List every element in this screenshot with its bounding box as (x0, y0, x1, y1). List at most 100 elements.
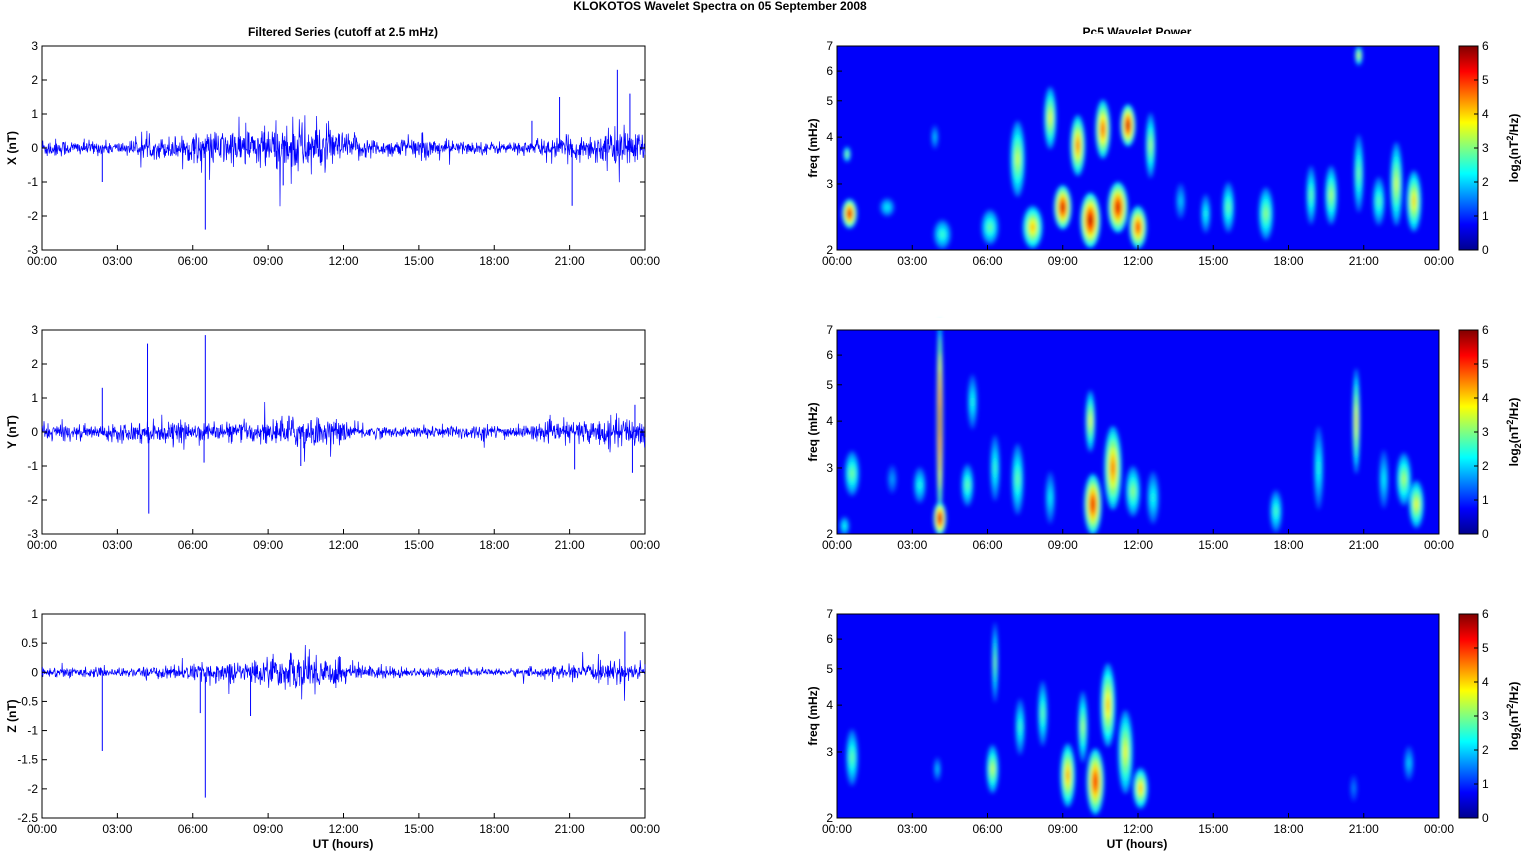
power-blob (1310, 190, 1312, 201)
wavelet-xtick-label: 03:00 (897, 538, 927, 552)
wavelet-xtick-label: 09:00 (1048, 822, 1078, 836)
series-xtick-label: 00:00 (630, 254, 660, 268)
colorbar-tick-label: 4 (1482, 107, 1489, 121)
series-xtick-label: 00:00 (27, 254, 57, 268)
colorbar-tick-label: 6 (1482, 323, 1489, 337)
power-blob (936, 767, 938, 772)
ytick-label: 3 (31, 39, 38, 53)
power-blob (1355, 412, 1357, 430)
colorbar-tick-label: 3 (1482, 141, 1489, 155)
colorbar-tick-label: 4 (1482, 391, 1489, 405)
power-blob (994, 462, 996, 474)
clip-bottom (833, 818, 1443, 830)
wavelet-xtick-label: 18:00 (1273, 254, 1303, 268)
ytick-label: 1 (31, 391, 38, 405)
series-xtick-label: 15:00 (404, 538, 434, 552)
ytick-label: -3 (27, 527, 38, 541)
colorbar-tick-label: 0 (1482, 243, 1489, 257)
ytick-label: 0 (31, 665, 38, 679)
colorbar-tick-label: 6 (1482, 607, 1489, 621)
power-blob (843, 524, 846, 528)
power-blob (1330, 190, 1333, 201)
ytick-label: -1 (27, 724, 38, 738)
ytick-label: 7 (826, 607, 833, 621)
ytick-label: 7 (826, 39, 833, 53)
ytick-label: 6 (826, 348, 833, 362)
series-xtick-label: 21:00 (555, 822, 585, 836)
colorbar-tick-label: 6 (1482, 39, 1489, 53)
y-axis-label: freq (mHz) (806, 402, 820, 461)
ytick-label: 0 (31, 425, 38, 439)
wavelet-xtick-label: 21:00 (1349, 822, 1379, 836)
ytick-label: 6 (826, 632, 833, 646)
colorbar-tick-label: 3 (1482, 709, 1489, 723)
power-blob (939, 404, 941, 439)
power-blob (1093, 776, 1097, 788)
ytick-label: 2 (826, 527, 833, 541)
plot-area (41, 613, 646, 819)
left-column-title: Filtered Series (cutoff at 2.5 mHz) (248, 25, 438, 39)
ytick-label: -3 (27, 243, 38, 257)
power-blob (1116, 203, 1120, 212)
series-xtick-label: 00:00 (27, 822, 57, 836)
power-blob (1264, 209, 1268, 219)
series-xtick-label: 12:00 (328, 538, 358, 552)
power-blob (1016, 473, 1019, 486)
ytick-label: 0.5 (21, 636, 38, 650)
ytick-label: 2 (31, 73, 38, 87)
wavelet-xtick-label: 06:00 (972, 254, 1002, 268)
power-blob (1227, 203, 1230, 212)
wavelet-xtick-label: 00:00 (822, 254, 852, 268)
colorbar-tick-label: 1 (1482, 209, 1489, 223)
power-blob (1357, 166, 1360, 180)
power-blob (934, 135, 936, 140)
power-blob (1049, 112, 1052, 124)
colorbar-tick-label: 2 (1482, 743, 1489, 757)
clip-top (833, 34, 1443, 46)
power-blob (991, 765, 994, 774)
power-blob (846, 152, 848, 156)
ytick-label: -2 (27, 782, 38, 796)
ytick-label: 3 (826, 177, 833, 191)
power-blob (1358, 53, 1360, 58)
power-blob (1131, 487, 1135, 496)
series-xtick-label: 09:00 (253, 822, 283, 836)
y-axis-label: X (nT) (5, 131, 19, 165)
series-line (41, 644, 646, 701)
series-xtick-label: 09:00 (253, 538, 283, 552)
series-xtick-label: 18:00 (479, 538, 509, 552)
series-xtick-label: 03:00 (102, 822, 132, 836)
series-xtick-label: 00:00 (630, 822, 660, 836)
y-axis-label: Y (nT) (5, 415, 19, 449)
ytick-label: -1 (27, 459, 38, 473)
colorbar-label-part: /Hz) (1507, 398, 1521, 420)
clip-bottom (833, 250, 1443, 262)
wavelet-xtick-label: 21:00 (1349, 538, 1379, 552)
series-line (41, 401, 646, 462)
colorbar-tick-label: 0 (1482, 527, 1489, 541)
power-blob (1402, 474, 1406, 484)
colorbar-label-part: /Hz) (1507, 114, 1521, 136)
colorbar-label-part: (nT (1507, 424, 1521, 443)
wavelet-xtick-label: 00:00 (1424, 538, 1454, 552)
power-blob (1061, 203, 1065, 211)
colorbar-label-part: 2 (1505, 420, 1515, 425)
wavelet-xtick-label: 09:00 (1048, 254, 1078, 268)
wavelet-xtick-label: 15:00 (1198, 538, 1228, 552)
colorbar-label: log2(nT2/Hz) (1505, 682, 1522, 751)
colorbar-tick-label: 3 (1482, 425, 1489, 439)
wavelet-xtick-label: 09:00 (1048, 538, 1078, 552)
series-xtick-label: 06:00 (178, 538, 208, 552)
series-xtick-label: 21:00 (555, 254, 585, 268)
wavelet-xtick-label: 21:00 (1349, 254, 1379, 268)
y-axis-label: freq (mHz) (806, 686, 820, 745)
colorbar-label-part: (nT (1507, 140, 1521, 159)
series-xtick-label: 15:00 (404, 822, 434, 836)
power-blob (1066, 769, 1070, 781)
power-blob (1149, 140, 1152, 151)
ytick-label: -1 (27, 175, 38, 189)
wavelet-xtick-label: 18:00 (1273, 822, 1303, 836)
